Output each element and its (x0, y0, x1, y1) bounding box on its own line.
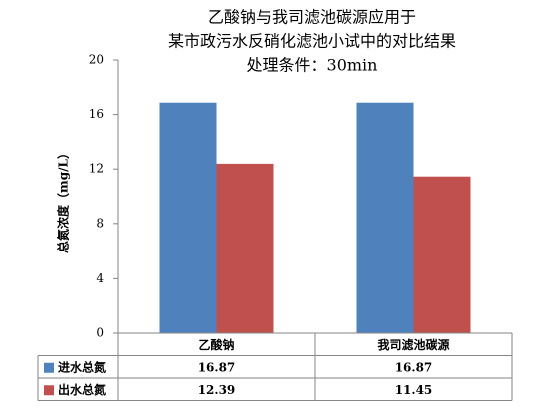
y-tick-label: 0 (96, 326, 104, 340)
x-tick-label: 我司滤池碳源 (377, 337, 449, 352)
table-value: 11.45 (395, 383, 433, 397)
legend-swatch (44, 385, 54, 396)
bar (216, 163, 274, 333)
chart-title: 乙酸钠与我司滤池碳源应用于 (208, 8, 416, 27)
x-tick-label: 乙酸钠 (198, 337, 234, 352)
y-tick-label: 8 (96, 216, 104, 230)
y-tick-label: 4 (96, 271, 104, 285)
bar (159, 102, 217, 333)
legend-label: 进水总氮 (58, 359, 106, 374)
y-tick-label: 12 (89, 162, 104, 176)
y-tick-label: 16 (89, 107, 104, 121)
table-value: 16.87 (198, 360, 236, 374)
bar (356, 102, 414, 333)
table-value: 16.87 (395, 360, 433, 374)
y-tick-label: 20 (89, 53, 104, 67)
y-axis-label: 总氮浓度（mg/L） (56, 147, 71, 253)
legend-label: 出水总氮 (58, 382, 106, 397)
bar (413, 176, 471, 333)
chart-title: 处理条件：30min (247, 56, 378, 75)
legend-swatch (44, 362, 54, 373)
table-value: 12.39 (198, 383, 236, 397)
chart-title: 某市政污水反硝化滤池小试中的对比结果 (168, 32, 456, 51)
